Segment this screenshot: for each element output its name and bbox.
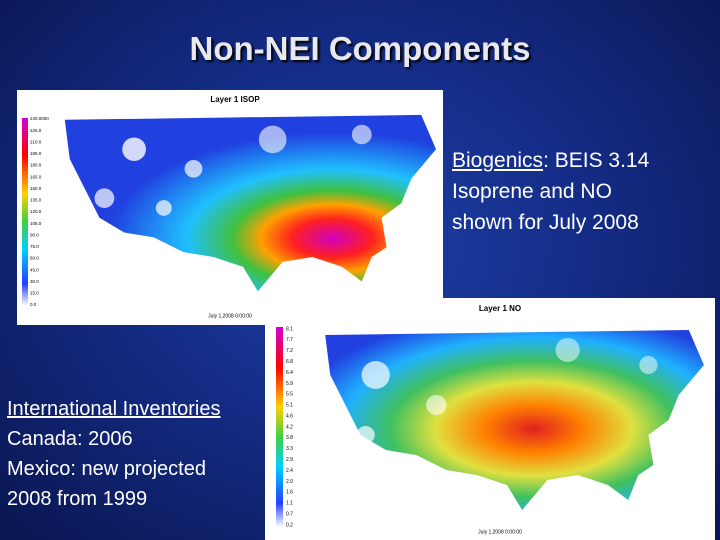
colorbar-label: 5.9 [286,381,293,387]
isop-map [17,90,443,325]
slide-title: Non-NEI Components [189,30,531,67]
colorbar-label: 2.9 [286,457,293,463]
text-line: Biogenics: BEIS 3.14 [452,145,649,176]
colorbar-label: 1.1 [286,501,293,507]
colorbar-label: 4.6 [286,413,293,419]
colorbar-label: 8.1 [286,326,293,332]
colorbar-label: 7.7 [286,337,293,343]
colorbar-label: 195.0 [30,151,42,156]
map-date: July 1,2008 0:00:00 [208,313,252,319]
colorbar-label: 60.0 [30,256,39,261]
colorbar-label: 15.0 [30,291,39,296]
colorbar-label: 3.8 [286,435,293,441]
colorbar-label: 240.0000 [30,116,49,121]
colorbar-label: 225.0 [30,128,42,133]
colorbar-label: 30.0 [30,279,39,284]
colorbar-label: 120.0 [30,209,42,214]
colorbar-label: 75.0 [30,244,39,249]
map-title: Layer 1 ISOP [210,95,260,104]
colorbar-label: 135.0 [30,198,42,203]
label: International Inventories [7,398,221,420]
text: : BEIS 3.14 [543,149,650,172]
colorbar-label: 7.2 [286,348,293,354]
colorbar-label: 4.2 [286,424,293,430]
colorbar [22,118,28,306]
text-line: Isoprene and NO [452,180,612,203]
map-title: Layer 1 NO [479,304,521,313]
text-line: 2008 from 1999 [7,488,148,510]
international-text: International Inventories Canada: 2006 M… [7,394,220,514]
text-line: shown for July 2008 [452,211,639,234]
map-shape [64,114,437,292]
text-line: Canada: 2006 [7,428,133,450]
colorbar-label: 105.0 [30,221,42,226]
colorbar-label: 180.0 [30,163,42,168]
colorbar-label: 0.2 [286,522,293,528]
colorbar-label: 5.1 [286,403,293,409]
colorbar-label: 45.0 [30,267,39,272]
map-shape [325,330,704,510]
colorbar-label: 165.0 [30,174,42,179]
colorbar-label: 2.0 [286,479,293,485]
no-map [265,298,715,540]
colorbar-label: 6.4 [286,370,293,376]
colorbar-label: 0.0 [30,302,37,307]
biogenics-text: Biogenics: BEIS 3.14 Isoprene and NO sho… [452,145,649,238]
label: Biogenics [452,149,544,172]
colorbar-label: 2.4 [286,468,293,474]
colorbar-label: 5.5 [286,392,293,398]
text-line: Mexico: new projected [7,458,206,480]
colorbar-label: 6.8 [286,359,293,365]
colorbar-label: 0.7 [286,511,293,517]
colorbar-label: 90.0 [30,232,39,237]
colorbar-label: 210.0 [30,139,42,144]
colorbar-label: 3.3 [286,446,293,452]
colorbar-label: 1.6 [286,490,293,496]
map-date: July 1,2008 0:00:00 [478,529,522,535]
colorbar-label: 150.0 [30,186,42,191]
colorbar [276,327,283,527]
